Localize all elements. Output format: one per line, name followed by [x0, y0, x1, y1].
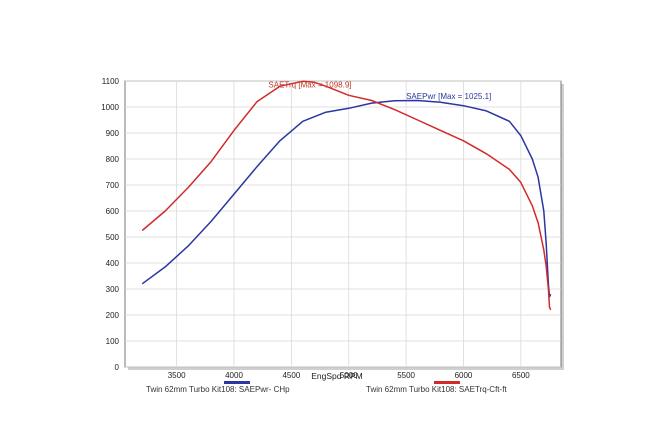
grid — [125, 80, 561, 368]
x-tick-label: 3500 — [168, 371, 186, 380]
y-tick-label: 0 — [115, 363, 120, 372]
y-axis: 0 100 200 300 400 500 600 700 800 900 1000 1100 — [101, 77, 119, 372]
y-tick-label: 300 — [106, 285, 120, 294]
legend-label-1: Twin 62mm Turbo Kit108: SAETrq-Cft-ft — [366, 385, 507, 394]
legend-label-0: Twin 62mm Turbo Kit108: SAEPwr- CHp — [146, 385, 290, 394]
plot-area — [124, 80, 562, 368]
y-tick-label: 900 — [106, 129, 120, 138]
x-tick-label: 6000 — [455, 371, 473, 380]
series-line-1 — [141, 80, 552, 311]
series-group — [141, 80, 552, 311]
y-tick-label: 100 — [106, 337, 120, 346]
x-tick-label: 6500 — [512, 371, 530, 380]
y-tick-label: 800 — [106, 155, 120, 164]
y-tick-label: 400 — [106, 259, 120, 268]
x-tick-label: 5500 — [397, 371, 415, 380]
y-tick-label: 200 — [106, 311, 120, 320]
y-tick-label: 600 — [106, 207, 120, 216]
annotation-label: SAETrq [Max = 1098.9] — [268, 81, 351, 90]
x-axis-label: EngSpd RPM — [311, 371, 363, 381]
series-line-0 — [141, 99, 552, 298]
legend-swatch-0 — [224, 381, 250, 384]
annotation-label: SAEPwr [Max = 1025.1] — [406, 92, 491, 101]
legend: Twin 62mm Turbo Kit108: SAEPwr- CHp Twin … — [146, 381, 507, 394]
y-tick-label: 1000 — [101, 103, 119, 112]
x-tick-label: 5000 — [340, 371, 358, 380]
x-tick-label: 4500 — [282, 371, 300, 380]
annotations: SAETrq [Max = 1098.9] SAEPwr [Max = 1025.… — [268, 81, 491, 102]
x-axis: 3500 4000 4500 5000 5500 6000 6500 — [168, 371, 531, 380]
x-tick-label: 4000 — [225, 371, 243, 380]
y-tick-label: 1100 — [102, 77, 120, 86]
legend-swatch-1 — [434, 381, 460, 384]
y-tick-label: 700 — [106, 181, 120, 190]
y-tick-label: 500 — [106, 233, 120, 242]
